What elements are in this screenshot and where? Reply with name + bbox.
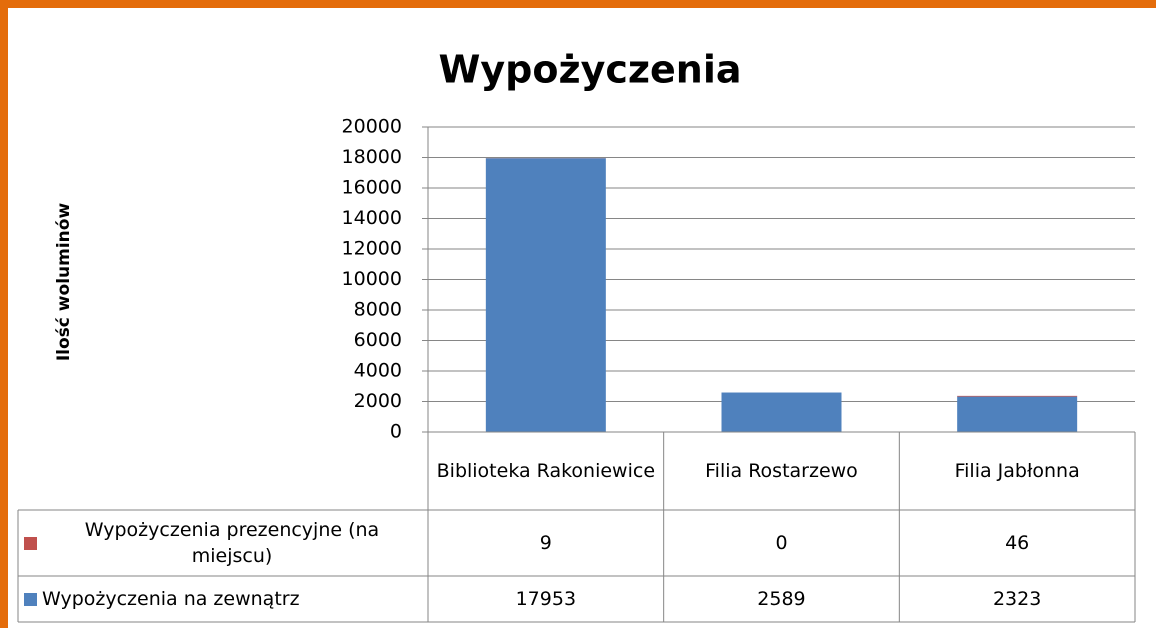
- y-tick-label: 12000: [342, 238, 402, 260]
- frame-border-top: [0, 0, 1156, 8]
- table-value: 2589: [757, 588, 806, 610]
- legend-swatch: [24, 536, 37, 550]
- y-tick-label: 0: [390, 421, 402, 443]
- y-tick-label: 16000: [342, 177, 402, 199]
- table-value: 0: [775, 532, 788, 554]
- y-tick-label: 20000: [342, 116, 402, 138]
- legend-entry: Wypożyczenia na zewnątrz: [18, 576, 428, 622]
- legend-label: Wypożyczenia prezencyjne (na miejscu): [84, 519, 380, 567]
- category-label: Filia Rostarzewo: [705, 460, 858, 482]
- chart-title: Wypożyczenia: [438, 48, 741, 92]
- bar-segment: [485, 158, 606, 433]
- y-tick-label: 10000: [342, 268, 402, 290]
- table-value: 46: [1005, 532, 1030, 554]
- table-value: 17953: [515, 588, 577, 610]
- legend-label: Wypożyczenia na zewnątrz: [42, 588, 300, 610]
- category-label: Biblioteka Rakoniewice: [436, 460, 656, 482]
- legend-entry: Wypożyczenia prezencyjne (na miejscu): [18, 510, 428, 576]
- table-value: 2323: [992, 588, 1042, 610]
- y-tick-label: 4000: [354, 360, 402, 382]
- y-tick-label: 2000: [354, 390, 402, 412]
- legend-swatch: [24, 592, 37, 606]
- y-tick-label: 18000: [342, 146, 402, 168]
- bar-segment: [957, 396, 1078, 432]
- frame-border-left: [0, 0, 8, 628]
- category-label: Filia Jabłonna: [954, 460, 1080, 482]
- bar-segment: [957, 395, 1078, 397]
- y-tick-label: 8000: [354, 299, 402, 321]
- bar-segment: [721, 392, 842, 432]
- y-axis-label: Ilość woluminów: [54, 203, 74, 362]
- y-tick-label: 6000: [354, 329, 402, 351]
- y-tick-label: 14000: [342, 207, 402, 229]
- table-value: 9: [539, 532, 552, 554]
